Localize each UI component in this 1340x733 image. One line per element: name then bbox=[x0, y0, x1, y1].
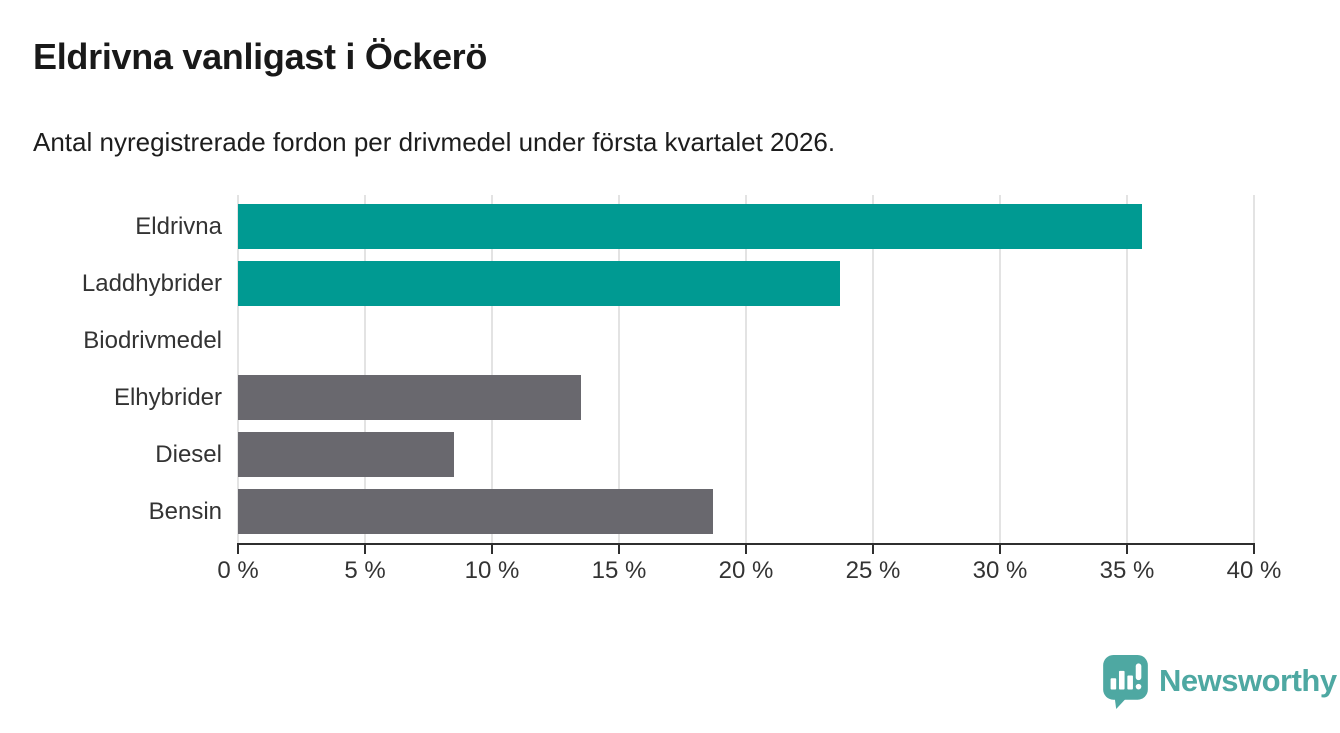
bar-elhybrider bbox=[238, 375, 581, 420]
x-axis-tick bbox=[1253, 545, 1255, 554]
category-label: Elhybrider bbox=[113, 384, 222, 411]
x-axis: 0 % 5 % 10 % 15 % 20 % 25 % 30 % 35 % 40 % bbox=[217, 543, 1281, 603]
x-axis-tick-label: 10 % bbox=[464, 557, 520, 584]
x-axis-tick bbox=[491, 545, 493, 554]
x-axis-tick-label: 15 % bbox=[591, 557, 647, 584]
y-axis-labels: Eldrivna Laddhybrider Biodrivmedel Elhybrid… bbox=[0, 195, 222, 544]
x-axis-line bbox=[237, 543, 1255, 545]
x-axis-tick-label: 30 % bbox=[972, 557, 1028, 584]
gridline bbox=[745, 195, 747, 544]
category-label: Laddhybrider bbox=[81, 270, 222, 297]
x-axis-tick-label: 20 % bbox=[718, 557, 774, 584]
gridline bbox=[491, 195, 493, 544]
newsworthy-logo: Newsworthy bbox=[1103, 655, 1337, 709]
plot-area bbox=[237, 195, 1255, 544]
bar-eldrivna bbox=[238, 204, 1143, 249]
newsworthy-pin-icon bbox=[1103, 655, 1148, 709]
gridline bbox=[999, 195, 1001, 544]
newsworthy-logo-text: Newsworthy bbox=[1159, 663, 1337, 698]
category-label: Bensin bbox=[148, 498, 222, 525]
x-axis-tick bbox=[745, 545, 747, 554]
category-label: Diesel bbox=[155, 441, 222, 468]
chart-subtitle: Antal nyregistrerade fordon per drivmede… bbox=[33, 127, 836, 157]
gridline bbox=[872, 195, 874, 544]
x-axis-tick bbox=[364, 545, 366, 554]
x-axis-tick-label: 40 % bbox=[1226, 557, 1282, 584]
category-label: Eldrivna bbox=[135, 213, 222, 240]
bar-diesel bbox=[238, 432, 454, 477]
x-axis-tick bbox=[872, 545, 874, 554]
x-axis-tick-label: 0 % bbox=[217, 557, 259, 584]
x-axis-tick-label: 25 % bbox=[845, 557, 901, 584]
bar-laddhybrider bbox=[238, 261, 840, 306]
gridline bbox=[1253, 195, 1255, 544]
x-axis-tick-label: 5 % bbox=[344, 557, 386, 584]
gridline bbox=[618, 195, 620, 544]
gridline bbox=[364, 195, 366, 544]
gridline bbox=[237, 195, 239, 544]
bar-bensin bbox=[238, 489, 713, 534]
category-label: Biodrivmedel bbox=[83, 327, 222, 354]
x-axis-tick bbox=[237, 545, 239, 554]
x-axis-tick bbox=[618, 545, 620, 554]
x-axis-tick-label: 35 % bbox=[1099, 557, 1155, 584]
x-axis-tick bbox=[1126, 545, 1128, 554]
x-axis-tick bbox=[999, 545, 1001, 554]
gridline bbox=[1126, 195, 1128, 544]
chart-title: Eldrivna vanligast i Öckerö bbox=[33, 36, 488, 77]
